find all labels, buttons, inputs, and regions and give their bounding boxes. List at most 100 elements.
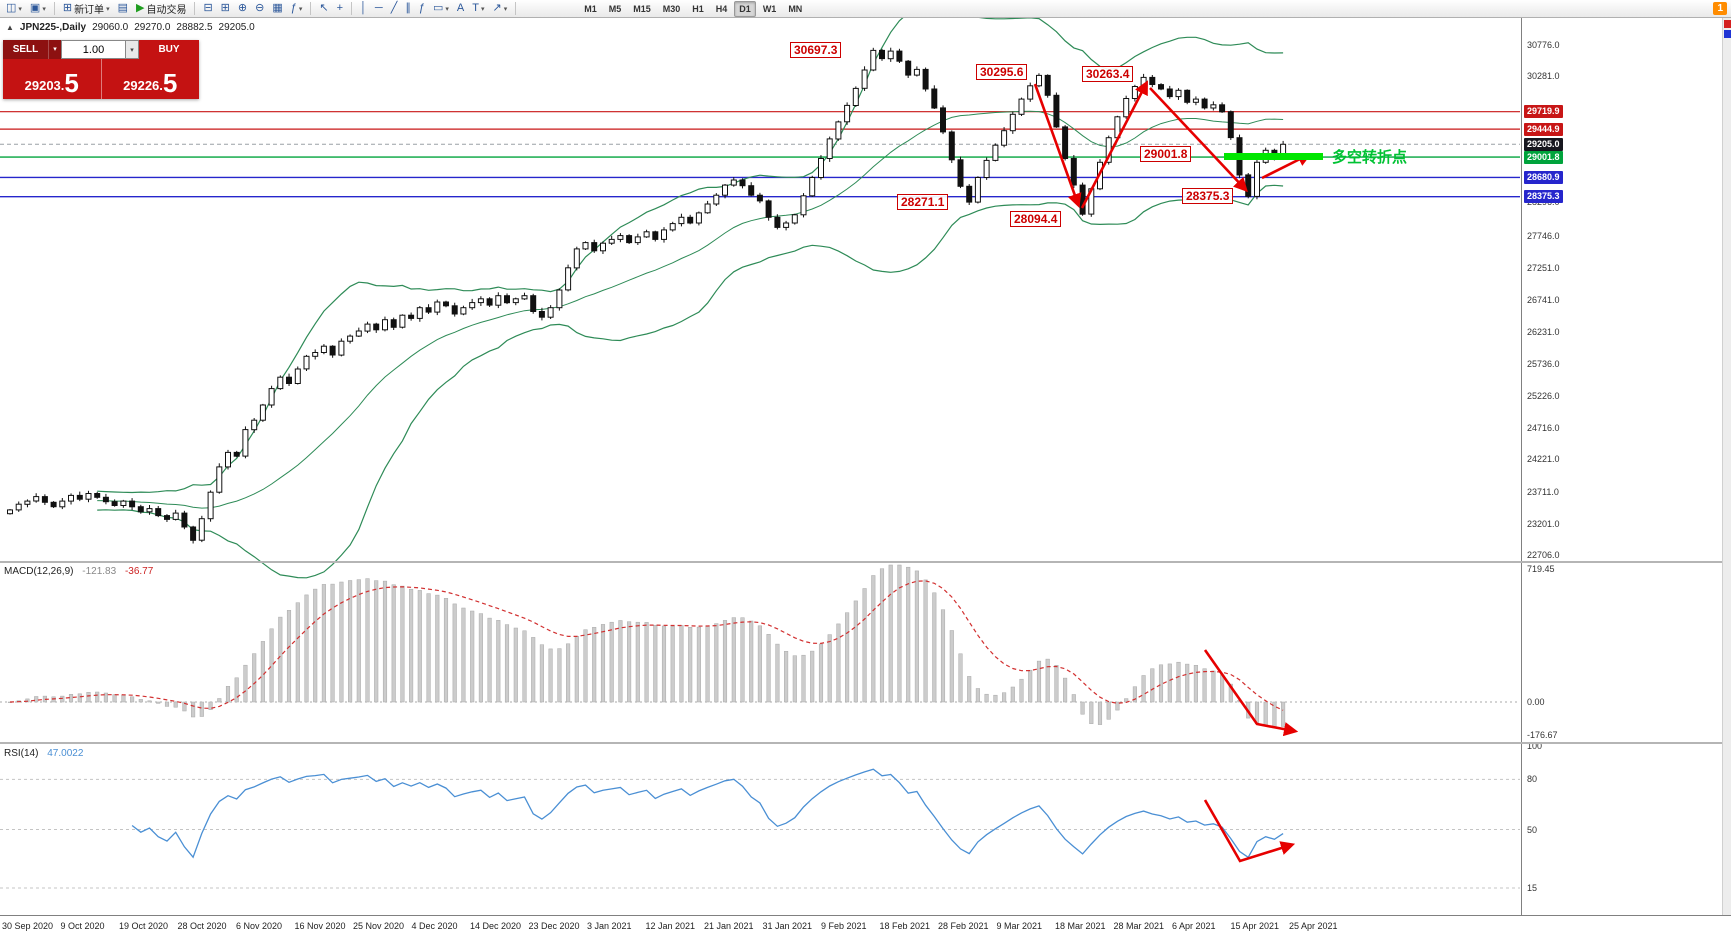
time-axis-label: 16 Nov 2020 <box>294 921 346 931</box>
macd-axis-label: 0.00 <box>1527 697 1545 707</box>
equidistant-channel-icon[interactable]: ∥ <box>402 2 414 15</box>
timeframe-d1[interactable]: D1 <box>734 0 756 17</box>
profiles-icon[interactable]: ▣ ▾ <box>27 2 49 15</box>
price-axis-badge: 29444.9 <box>1524 122 1563 136</box>
rsi-axis-label: 50 <box>1527 824 1538 835</box>
bollinger-bands <box>97 0 1284 579</box>
panel-divider-rsi[interactable] <box>0 742 1731 744</box>
sell-caret-icon[interactable]: ▾ <box>48 40 61 59</box>
volume-input[interactable] <box>62 41 125 58</box>
timeframe-m15[interactable]: M15 <box>633 3 651 14</box>
cursor-icon[interactable]: ↖ <box>316 2 331 15</box>
buy-button[interactable]: BUY <box>139 40 199 59</box>
vertical-line-icon[interactable]: │ <box>357 2 370 15</box>
new-chart-icon-glyph-icon: ◫ <box>6 2 17 14</box>
fibonacci-icon-glyph-icon: ƒ <box>418 2 425 14</box>
tile-windows-icon[interactable]: ⊞ <box>218 2 233 15</box>
zoom-in-icon[interactable]: ⊕ <box>235 2 250 15</box>
grid-icon[interactable]: ▦ <box>269 2 285 15</box>
toolbar-separator <box>515 2 517 15</box>
arrow-tools-icon[interactable]: ↗ ▾ <box>489 2 510 15</box>
time-axis-label: 28 Feb 2021 <box>938 921 989 931</box>
price-axis-label: 25226.0 <box>1527 390 1560 401</box>
price-axis-label: 24221.0 <box>1527 454 1560 465</box>
notification-badge[interactable]: 1 <box>1713 2 1727 15</box>
price-annotation-box: 30295.6 <box>976 64 1028 80</box>
chart-collapse-icon[interactable]: ▲ <box>6 23 14 32</box>
vertical-line-icon-glyph-icon: │ <box>360 2 367 14</box>
timeframe-m5[interactable]: M5 <box>608 3 622 14</box>
turning-point-line[interactable] <box>1224 153 1323 160</box>
time-axis-label: 9 Mar 2021 <box>996 921 1043 931</box>
new-order-glyph-icon: ⊞ <box>62 2 73 14</box>
volume-caret-icon[interactable]: ▾ <box>126 40 139 59</box>
price-axis-label: 23201.0 <box>1527 518 1560 529</box>
timeframe-h1[interactable]: H1 <box>692 3 704 14</box>
horizontal-line-icon[interactable]: ─ <box>372 2 386 15</box>
grid-icon-glyph-icon: ▦ <box>272 2 283 14</box>
arrow-tools-icon-glyph-icon: ↗ <box>492 2 502 14</box>
price-annotation-box: 30263.4 <box>1082 66 1134 82</box>
price-annotation-box: 28094.4 <box>1010 211 1062 227</box>
toolbar-separator <box>194 2 196 15</box>
cascade-windows-icon[interactable]: ⊟ <box>200 2 215 15</box>
shapes-icon[interactable]: ▭ ▾ <box>430 2 452 15</box>
indicator-list-icon[interactable]: ƒ ▾ <box>288 2 306 15</box>
macd-axis-label: -176.67 <box>1527 729 1558 740</box>
time-axis-label: 18 Mar 2021 <box>1055 921 1106 931</box>
ohlc-high: 29270.0 <box>134 22 171 33</box>
time-axis-label: 4 Dec 2020 <box>411 921 458 931</box>
time-axis[interactable]: 30 Sep 2020 9 Oct 2020 19 Oct 2020 28 Oct 2… <box>0 915 1731 943</box>
text-label-icon[interactable]: T ▾ <box>469 2 487 15</box>
sell-price-big-digit: 5 <box>64 68 79 99</box>
volume-field <box>61 40 126 59</box>
panel-divider-macd[interactable] <box>0 561 1731 563</box>
dropdown-caret-icon: ▾ <box>106 5 110 13</box>
turning-point-label: 多空转折点 <box>1332 149 1408 166</box>
timeframe-m1[interactable]: M1 <box>584 3 597 14</box>
new-order-button[interactable]: ⊞ 新订单 ▾ <box>60 0 113 17</box>
crosshair-icon[interactable]: + <box>334 2 346 15</box>
sell-price[interactable]: 29203. 5 <box>3 59 101 99</box>
cursor-icon-glyph-icon: ↖ <box>319 2 329 14</box>
time-axis-label: 9 Feb 2021 <box>821 921 867 931</box>
price-axis-label: 23711.0 <box>1527 486 1559 497</box>
indicator-list-icon-glyph-icon: ƒ <box>290 2 297 14</box>
price-axis-badge: 28375.3 <box>1524 190 1563 204</box>
macd-indicator <box>0 564 1520 729</box>
text-icon[interactable]: A <box>454 2 467 15</box>
buy-price[interactable]: 29226. 5 <box>102 59 200 99</box>
time-axis-label: 15 Apr 2021 <box>1230 921 1280 931</box>
chart-windows-icon[interactable]: ▤ <box>115 2 131 15</box>
annotation-arrows <box>1033 80 1312 863</box>
vertical-scrollbar[interactable] <box>1722 18 1731 915</box>
timeframe-m30[interactable]: M30 <box>662 3 681 14</box>
fibonacci-icon[interactable]: ƒ <box>416 2 428 15</box>
new-chart-icon[interactable]: ◫ ▾ <box>3 2 25 15</box>
zoom-out-icon[interactable]: ⊖ <box>252 2 267 15</box>
time-axis-label: 28 Mar 2021 <box>1113 921 1165 931</box>
sell-button[interactable]: SELL <box>3 40 48 59</box>
time-axis-label: 14 Dec 2020 <box>470 921 522 931</box>
price-axis-label: 25736.0 <box>1527 358 1560 369</box>
chart-windows-icon-glyph-icon: ▤ <box>117 2 128 14</box>
rsi-value: 47.0022 <box>47 748 84 759</box>
toolbar-separator <box>310 2 312 15</box>
dropdown-caret-icon: ▾ <box>298 5 303 13</box>
rsi-label: RSI(14) <box>4 748 39 759</box>
rsi-axis-label: 80 <box>1527 774 1538 785</box>
timeframe-toolbar: M1 M5 M15 M30 H1 H4 D1 W1 MN <box>578 0 808 17</box>
trendline-icon[interactable]: ╱ <box>388 2 401 15</box>
auto-trading-button[interactable]: ▶ 自动交易 <box>133 0 189 17</box>
timeframe-h4[interactable]: H4 <box>715 3 728 14</box>
toolbar-separator <box>53 2 55 15</box>
price-axis[interactable]: 30776.030281.028296.027746.027251.026741… <box>1521 18 1722 915</box>
time-axis-label: 6 Apr 2021 <box>1172 921 1216 931</box>
candlestick-series <box>7 47 1287 544</box>
price-axis-label: 30776.0 <box>1527 40 1560 50</box>
timeframe-w1[interactable]: W1 <box>762 3 777 14</box>
oneclick-price-display: 29203. 5 29226. 5 <box>3 59 199 99</box>
timeframe-mn[interactable]: MN <box>788 3 803 14</box>
